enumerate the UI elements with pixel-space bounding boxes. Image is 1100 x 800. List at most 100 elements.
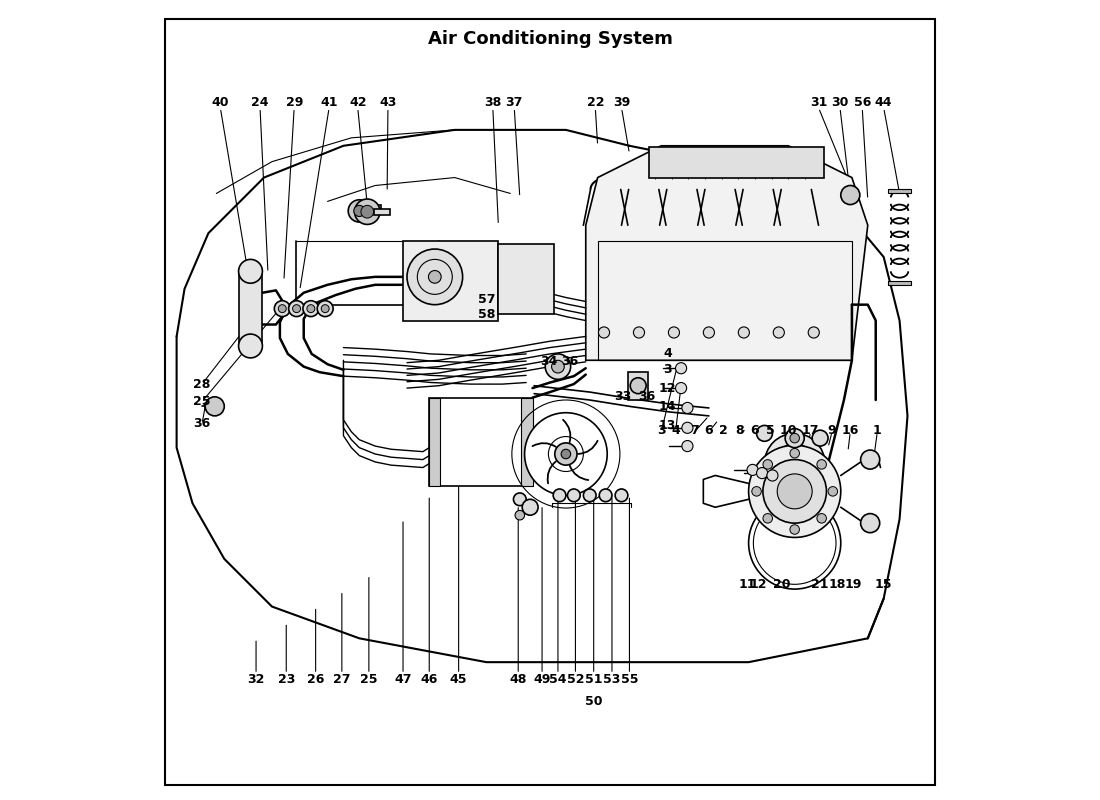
- Text: 51: 51: [585, 673, 603, 686]
- Text: 5: 5: [767, 424, 775, 437]
- Text: 34: 34: [540, 355, 557, 368]
- Circle shape: [790, 525, 800, 534]
- Text: 36: 36: [561, 355, 579, 368]
- Circle shape: [757, 467, 768, 478]
- Text: 12: 12: [659, 382, 676, 394]
- Circle shape: [514, 493, 526, 506]
- Text: 31: 31: [810, 95, 827, 109]
- Text: 17: 17: [802, 424, 820, 437]
- Circle shape: [515, 510, 525, 520]
- Circle shape: [812, 430, 828, 446]
- Bar: [239, 273, 263, 344]
- Circle shape: [749, 446, 840, 538]
- Circle shape: [840, 186, 860, 205]
- Text: 3: 3: [657, 424, 665, 437]
- Circle shape: [354, 199, 379, 225]
- Circle shape: [288, 301, 305, 317]
- Text: 13: 13: [659, 419, 676, 432]
- Circle shape: [561, 450, 571, 458]
- Text: 12: 12: [749, 578, 767, 591]
- Text: 54: 54: [549, 673, 566, 686]
- Text: 46: 46: [420, 673, 438, 686]
- Circle shape: [206, 397, 224, 416]
- Text: 41: 41: [320, 95, 338, 109]
- Text: 58: 58: [477, 309, 495, 322]
- Circle shape: [767, 470, 778, 481]
- Bar: [649, 147, 824, 178]
- Circle shape: [682, 422, 693, 434]
- Text: 28: 28: [194, 378, 211, 390]
- Circle shape: [790, 434, 800, 443]
- Text: 15: 15: [874, 578, 892, 591]
- Circle shape: [860, 514, 880, 533]
- Circle shape: [738, 327, 749, 338]
- Text: 27: 27: [333, 673, 351, 686]
- Circle shape: [302, 301, 319, 317]
- Circle shape: [778, 474, 812, 509]
- Circle shape: [239, 259, 263, 283]
- Circle shape: [429, 270, 441, 283]
- Text: 57: 57: [477, 293, 495, 306]
- Text: 29: 29: [286, 95, 302, 109]
- Text: 7: 7: [690, 424, 698, 437]
- Text: 1: 1: [873, 424, 882, 437]
- Text: 43: 43: [379, 95, 397, 109]
- Text: 23: 23: [277, 673, 295, 686]
- Text: 3: 3: [663, 363, 672, 376]
- Circle shape: [600, 489, 612, 502]
- Bar: [521, 398, 532, 486]
- Text: 22: 22: [586, 95, 604, 109]
- Circle shape: [278, 305, 286, 313]
- Circle shape: [553, 489, 565, 502]
- Text: 52: 52: [566, 673, 584, 686]
- Text: 6: 6: [750, 424, 759, 437]
- Bar: [429, 398, 532, 486]
- Text: 26: 26: [307, 673, 324, 686]
- Circle shape: [317, 301, 333, 317]
- Text: 55: 55: [620, 673, 638, 686]
- Polygon shape: [586, 146, 868, 360]
- Circle shape: [669, 327, 680, 338]
- Bar: [889, 281, 911, 285]
- Text: 49: 49: [534, 673, 551, 686]
- Circle shape: [817, 514, 826, 523]
- Circle shape: [785, 429, 804, 448]
- Text: 6: 6: [705, 424, 713, 437]
- Text: 48: 48: [509, 673, 527, 686]
- Text: 14: 14: [659, 400, 676, 413]
- Text: 33: 33: [615, 390, 631, 402]
- Text: 53: 53: [603, 673, 620, 686]
- Text: 4: 4: [671, 424, 680, 437]
- Circle shape: [773, 327, 784, 338]
- Circle shape: [808, 327, 820, 338]
- Circle shape: [239, 334, 263, 358]
- Circle shape: [546, 354, 571, 379]
- Text: 21: 21: [812, 578, 829, 591]
- Circle shape: [321, 305, 329, 313]
- Circle shape: [757, 426, 772, 442]
- Text: 32: 32: [248, 673, 265, 686]
- Text: 19: 19: [845, 578, 862, 591]
- Text: 56: 56: [854, 95, 871, 109]
- Bar: [403, 241, 498, 321]
- Circle shape: [568, 489, 580, 502]
- Text: 30: 30: [832, 95, 849, 109]
- Text: 36: 36: [194, 418, 211, 430]
- Circle shape: [293, 305, 300, 313]
- Bar: [498, 244, 554, 314]
- Text: 39: 39: [613, 95, 630, 109]
- Circle shape: [307, 305, 315, 313]
- Text: 47: 47: [394, 673, 411, 686]
- Circle shape: [682, 402, 693, 414]
- Circle shape: [615, 489, 628, 502]
- Circle shape: [551, 360, 564, 373]
- Text: 45: 45: [450, 673, 468, 686]
- Circle shape: [349, 200, 371, 222]
- Circle shape: [583, 489, 596, 502]
- Text: 38: 38: [484, 95, 502, 109]
- Text: 25: 25: [194, 395, 211, 408]
- Circle shape: [675, 382, 686, 394]
- Circle shape: [354, 206, 365, 217]
- Circle shape: [675, 362, 686, 374]
- Text: 42: 42: [349, 95, 366, 109]
